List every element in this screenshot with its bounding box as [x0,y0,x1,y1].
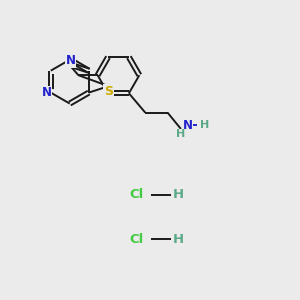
Text: H: H [200,120,209,130]
Text: N: N [42,86,52,99]
Text: S: S [104,85,113,98]
Text: N: N [65,54,75,67]
Text: H: H [173,233,184,246]
Text: N: N [182,119,192,132]
Text: H: H [176,129,186,139]
Text: Cl: Cl [130,188,144,201]
Text: Cl: Cl [130,233,144,246]
Text: H: H [173,188,184,201]
